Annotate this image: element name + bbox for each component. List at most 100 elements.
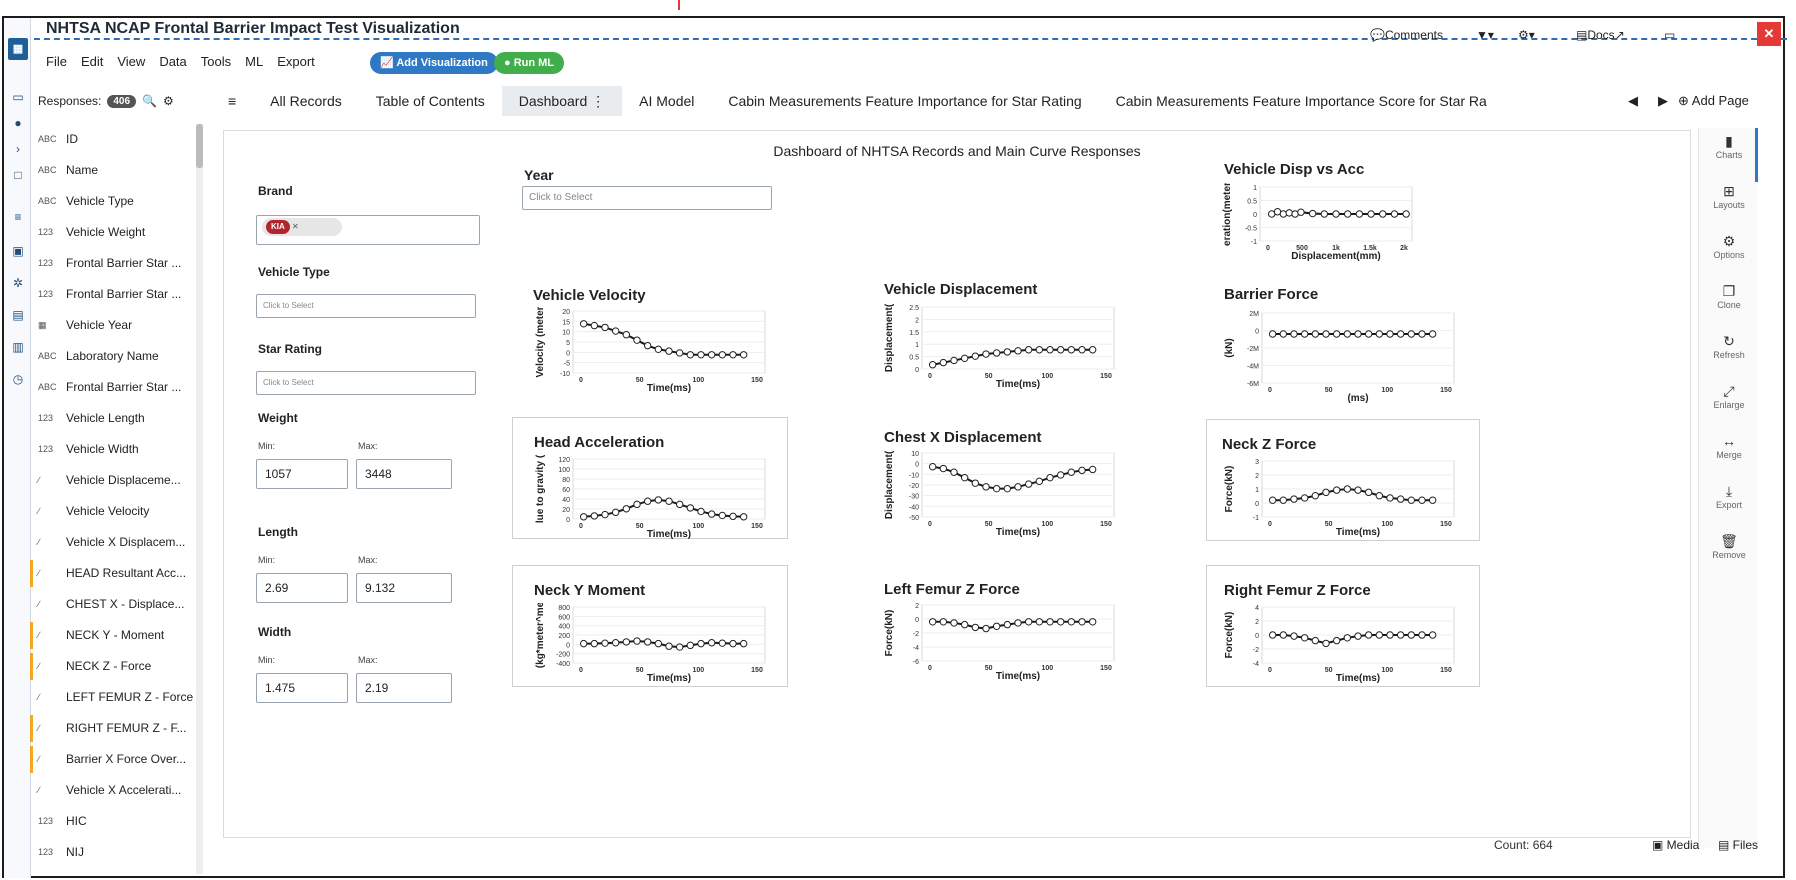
scrollbar-thumb[interactable] [196,124,203,168]
docs-button[interactable]: ▤Docs↗ [1576,28,1625,42]
gear-icon[interactable]: ⚙ [163,94,174,108]
toolbar-export[interactable]: ⤓ Export [1699,482,1759,510]
menu-file[interactable]: File [46,54,67,69]
toolbar-label: Charts [1715,150,1743,160]
menu-view[interactable]: View [117,54,146,69]
settings-icon[interactable]: ✲ [12,276,24,290]
menu-data[interactable]: Data [159,54,187,69]
response-item[interactable]: ABC Laboratory Name [30,341,200,372]
toolbar-layouts[interactable]: ⊞ Layouts [1699,182,1759,210]
response-item[interactable]: ∕ RIGHT FEMUR Z - F... [30,713,200,744]
sliders-icon[interactable]: ≡ [14,210,22,224]
image-icon[interactable]: ▣ [12,244,24,258]
search-icon[interactable]: 🔍 [142,94,158,108]
toolbar-refresh[interactable]: ↻ Refresh [1699,332,1759,360]
x-tick-label: 0 [1268,667,1272,674]
document-icon[interactable]: ▤ [12,308,24,322]
tabs-prev-icon[interactable]: ◀ [1628,93,1638,108]
response-type-icon: ∕ [38,661,40,671]
response-item[interactable]: 123 Vehicle Weight [30,217,200,248]
year-select[interactable]: Click to Select [522,186,772,210]
files-button[interactable]: ▤ Files [1718,838,1758,852]
response-item[interactable]: ABC Name [30,155,200,186]
response-type-icon: ∕ [38,785,40,795]
run-ml-button[interactable]: ● Run ML [494,52,565,74]
brand-chip-kia[interactable]: KIA ✕ [262,218,342,236]
response-item[interactable]: 123 Frontal Barrier Star ... [30,279,200,310]
tab-cabin-feature-importance[interactable]: Cabin Measurements Feature Importance fo… [728,93,1082,109]
settings-dropdown[interactable]: ⚙▾ [1518,28,1535,42]
toolbar-options[interactable]: ⚙ Options [1699,232,1759,260]
desktop-icon[interactable]: ▭ [12,90,24,104]
response-type-icon: ∕ [38,475,40,485]
toolbar-charts[interactable]: ▮ Charts [1699,132,1759,160]
menu-export[interactable]: Export [277,54,315,69]
tab-dashboard-label: Dashboard [518,93,588,109]
width-min-input[interactable]: 1.475 [256,673,348,703]
response-item[interactable]: 123 Frontal Barrier Star ... [30,248,200,279]
response-item[interactable]: ∕ Barrier X Force Over... [30,744,200,775]
media-button[interactable]: ▣ Media [1652,838,1699,852]
tabs-next-icon[interactable]: ▶ [1658,93,1668,108]
response-item[interactable]: ∕ HEAD Resultant Acc... [30,558,200,589]
toolbar-clone[interactable]: ❐ Clone [1699,282,1759,310]
star-rating-label: Star Rating [258,342,323,356]
close-window-button[interactable]: ✕ [1757,22,1781,46]
tab-dashboard[interactable]: Dashboard ⋮ [501,86,623,116]
square-icon[interactable]: □ [14,168,22,182]
tab-ai-model[interactable]: AI Model [639,93,695,109]
length-min-input[interactable]: 2.69 [256,573,348,603]
response-item[interactable]: ∕ Vehicle X Accelerati... [30,775,200,806]
filter-dropdown[interactable]: ▼▾ [1476,28,1494,42]
x-tick-label: 1k [1332,245,1340,252]
menu-ml[interactable]: ML [245,54,264,69]
response-item[interactable]: ABC Vehicle Type [30,186,200,217]
tab-all-records[interactable]: All Records [270,93,342,109]
comments-button[interactable]: 💬Comments [1370,28,1443,42]
response-item[interactable]: ∕ NECK Z - Force [30,651,200,682]
add-visualization-button[interactable]: 📈 Add Visualization [370,52,498,74]
star-rating-select[interactable]: Click to Select [256,371,476,395]
tab-cabin-feature-importance-score[interactable]: Cabin Measurements Feature Importance Sc… [1115,93,1487,109]
responses-scrollbar[interactable] [196,124,203,874]
response-item[interactable]: ∕ Vehicle Displaceme... [30,465,200,496]
vehicle-type-select[interactable]: Click to Select [256,294,476,318]
response-item[interactable]: ∕ CHEST X - Displace... [30,589,200,620]
response-item[interactable]: 123 Vehicle Width [30,434,200,465]
data-point [675,643,684,651]
response-item[interactable]: 123 NIJ [30,837,200,868]
toolbar-remove[interactable]: 🗑 Remove [1699,532,1759,560]
remove-chip-icon[interactable]: ✕ [292,222,299,231]
kebab-menu-icon[interactable]: ⋮ [591,93,606,109]
response-item[interactable]: ▦ Vehicle Year [30,310,200,341]
data-point [1364,488,1373,497]
x-axis-label: Time(ms) [1336,527,1380,537]
history-icon[interactable]: ◷ [12,372,24,386]
response-item[interactable]: 123 HIC [30,806,200,837]
response-item[interactable]: ∕ LEFT FEMUR Z - Force [30,682,200,713]
response-item[interactable]: ∕ NECK Y - Moment [30,620,200,651]
data-point [739,351,748,359]
tabs-menu-icon[interactable]: ≡ [228,93,237,109]
minimize-button[interactable]: ▭ [1664,28,1676,42]
toolbar-merge[interactable]: ↔ Merge [1699,432,1759,460]
length-max-input[interactable]: 9.132 [356,573,452,603]
toolbar-enlarge[interactable]: ⤢ Enlarge [1699,382,1759,410]
response-item[interactable]: ∕ Vehicle Velocity [30,496,200,527]
response-item-label: Vehicle X Accelerati... [66,783,182,797]
tab-table-of-contents[interactable]: Table of Contents [375,93,485,109]
info-icon[interactable]: ● [14,116,22,130]
close-icon: ✕ [1763,26,1775,41]
file-icon[interactable]: ▥ [12,340,24,354]
terminal-icon[interactable]: › [16,142,20,156]
menu-tools[interactable]: Tools [200,54,232,69]
width-max-input[interactable]: 2.19 [356,673,452,703]
add-page-button[interactable]: ⊕ Add Page [1678,86,1749,116]
response-item[interactable]: ABC Frontal Barrier Star ... [30,372,200,403]
weight-max-input[interactable]: 3448 [356,459,452,489]
response-item[interactable]: ABC ID [30,124,200,155]
response-item[interactable]: 123 Vehicle Length [30,403,200,434]
response-item[interactable]: ∕ Vehicle X Displacem... [30,527,200,558]
menu-edit[interactable]: Edit [80,54,104,69]
weight-min-input[interactable]: 1057 [256,459,348,489]
